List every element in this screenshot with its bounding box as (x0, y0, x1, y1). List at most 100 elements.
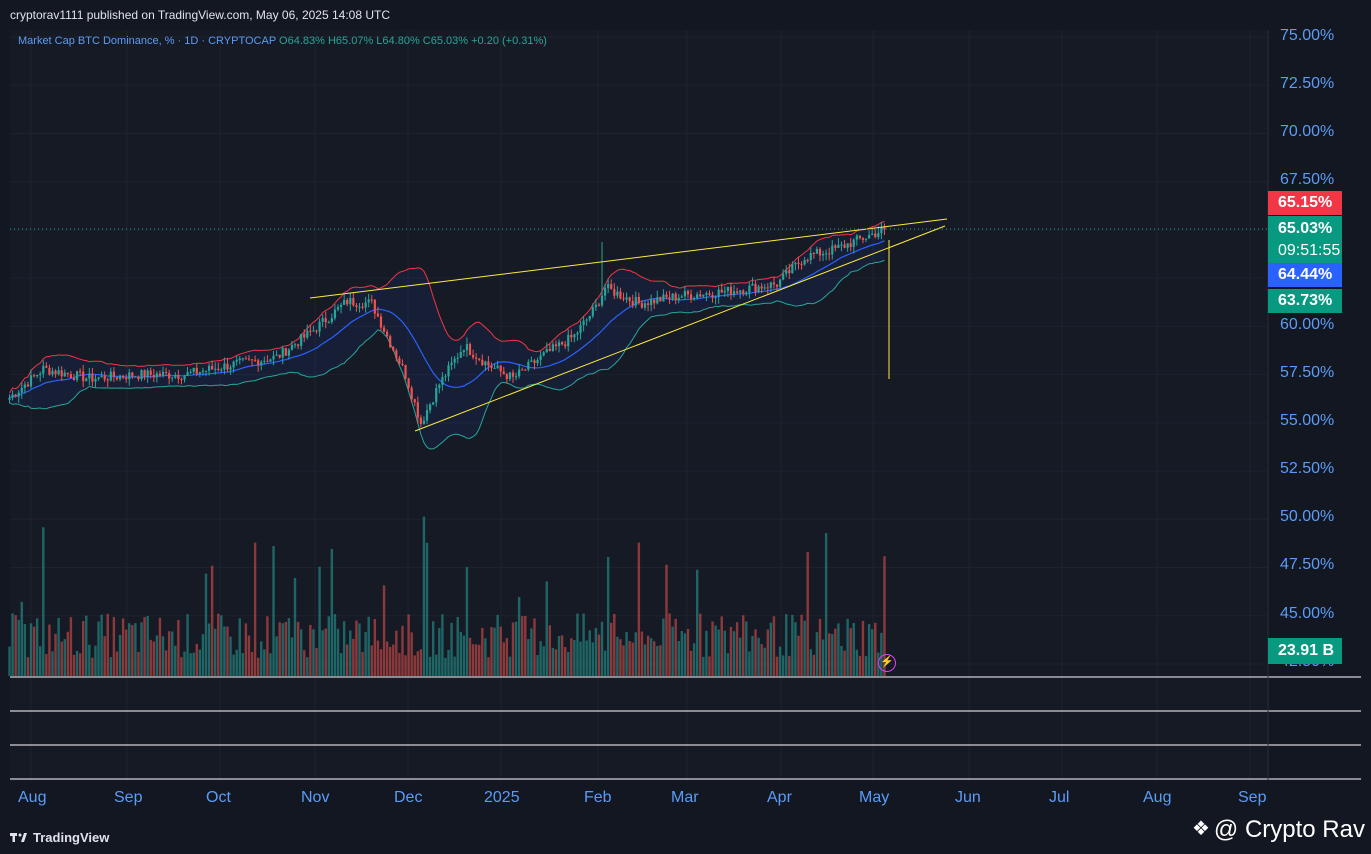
volume-bar (431, 621, 435, 676)
candle-body (272, 355, 275, 360)
volume-bar (852, 623, 855, 676)
volume-bar (321, 630, 324, 676)
candle-body (392, 347, 395, 351)
time-tick: Jul (1049, 789, 1070, 806)
volume-bar (610, 622, 613, 676)
volume-bar (705, 630, 708, 676)
candle-body (241, 358, 244, 360)
volume-bar (659, 645, 662, 676)
candle-body (518, 369, 521, 377)
volume-bar (619, 639, 622, 676)
volume-bar (346, 644, 349, 676)
symbol-legend[interactable]: Market Cap BTC Dominance, % · 1D · CRYPT… (18, 35, 547, 47)
volume-bar (450, 622, 453, 676)
volume-label: 23.91 B (1268, 638, 1342, 664)
lower-trendline[interactable] (414, 225, 946, 432)
volume-bar (309, 624, 312, 676)
volume-bar (545, 581, 548, 676)
volume-bar (588, 630, 591, 676)
volume-bar (864, 656, 868, 676)
footer-bar: TradingView ❖ @ Crypto Rav (0, 816, 1371, 854)
lower-band-label: 63.73% (1268, 289, 1342, 313)
candle-body (63, 372, 66, 377)
price-tick: 72.50% (1280, 75, 1335, 92)
volume-bar (20, 601, 23, 676)
candle-body (828, 253, 831, 255)
candle-body (386, 331, 389, 337)
volume-bar (834, 628, 837, 676)
volume-bar (806, 552, 809, 676)
candle-body (729, 286, 733, 295)
volume-bar (146, 615, 149, 676)
volume-bar (536, 655, 539, 676)
publish-header: cryptorav1111 published on TradingView.c… (0, 0, 1371, 30)
volume-bar (428, 656, 432, 676)
volume-bar (124, 629, 128, 676)
volume-bar (54, 633, 57, 676)
candle-body (346, 300, 349, 305)
candle-body (588, 315, 591, 320)
candle-body (389, 336, 392, 348)
volume-bar (723, 630, 727, 676)
candle-body (766, 287, 769, 289)
candle-body (726, 286, 729, 292)
tradingview-logo[interactable]: TradingView (10, 830, 109, 845)
candle-body (745, 292, 748, 294)
candle-body (69, 374, 73, 379)
volume-bar (177, 620, 180, 676)
volume-bar (318, 566, 321, 676)
time-tick: Sep (1238, 789, 1267, 806)
time-tick: May (859, 789, 890, 806)
candle-body (714, 297, 717, 299)
candle-body (183, 375, 186, 380)
volume-bar (493, 627, 496, 676)
volume-bar (281, 623, 284, 676)
candle-body (435, 387, 438, 403)
candle-body (349, 298, 352, 305)
volume-bar (824, 533, 828, 676)
candle-body (551, 344, 554, 351)
candle-body (812, 253, 815, 255)
candle-body (327, 322, 330, 324)
candle-body (502, 371, 505, 375)
volume-bar (447, 649, 450, 676)
volume-bar (751, 635, 754, 676)
volume-bar (192, 652, 195, 676)
candle-body (843, 244, 846, 248)
candle-body (125, 377, 128, 380)
volume-bar (401, 625, 404, 676)
candle-body (32, 375, 36, 377)
symbol-name[interactable]: Market Cap BTC Dominance, % · 1D · CRYPT… (18, 35, 276, 47)
candle-body (398, 358, 401, 364)
price-tick: 70.00% (1280, 123, 1335, 140)
candle-body (103, 375, 106, 380)
upper-trendline[interactable] (309, 218, 948, 299)
volume-bar (75, 651, 79, 676)
candle-body (834, 245, 837, 248)
candle-body (275, 354, 278, 356)
volume-bar (803, 620, 806, 676)
lightning-icon[interactable]: ⚡ (878, 654, 896, 672)
volume-bar (296, 621, 300, 676)
volume-bar (754, 629, 757, 676)
candle-body (321, 318, 324, 322)
volume-bar (349, 630, 352, 676)
candle-body (361, 306, 364, 308)
candle-body (174, 375, 177, 378)
volume-bar (870, 629, 874, 676)
volume-bar (81, 621, 85, 676)
candle-body (373, 299, 376, 314)
volume-bar (63, 639, 66, 676)
volume-bar (395, 630, 398, 676)
volume-bar (720, 616, 723, 676)
candle-body (619, 291, 622, 299)
volume-bar (517, 597, 521, 676)
grid-lines (10, 30, 1268, 780)
volume-bar (533, 618, 536, 676)
candle-body (180, 378, 183, 380)
high-value: H65.07% (327, 35, 374, 47)
candle-body (416, 402, 419, 418)
volume-bar (490, 627, 493, 676)
candle-body (370, 299, 373, 301)
